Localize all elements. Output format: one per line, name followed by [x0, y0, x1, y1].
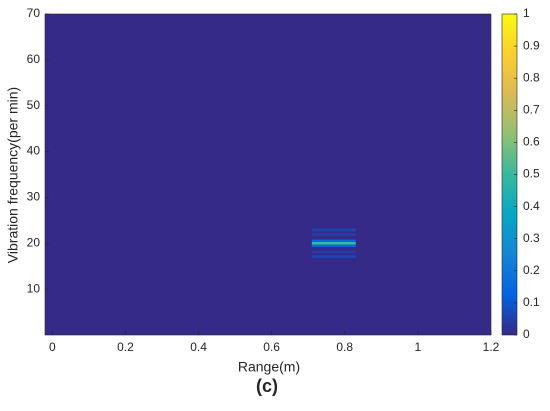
heatmap-cell	[311, 244, 356, 247]
y-tick-label: 70	[27, 6, 41, 20]
heatmap-cell	[311, 228, 356, 232]
colorbar-tick-label: 0.3	[523, 231, 540, 245]
y-axis-label: Vibration frequency(per min)	[5, 87, 21, 263]
heatmap-cell	[311, 239, 356, 242]
colorbar-tick-label: 0.1	[523, 295, 540, 309]
colorbar-tick-label: 0.2	[523, 263, 540, 277]
plot-frame	[44, 13, 492, 336]
colorbar-tick-label: 0.5	[523, 167, 540, 181]
y-tick-label: 60	[27, 52, 41, 66]
colorbar-tick-label: 0.7	[523, 102, 540, 116]
colorbar-tick-label: 0.4	[523, 199, 540, 213]
y-tick-label: 20	[27, 235, 41, 249]
x-tick-label: 0.6	[263, 340, 280, 354]
heatmap-cell	[311, 233, 356, 236]
colorbar-tick-label: 0	[523, 327, 530, 341]
heatmap-cell	[311, 255, 356, 258]
heatmap-background	[45, 14, 491, 335]
y-tick-label: 50	[27, 98, 41, 112]
x-tick-label: 0.4	[190, 340, 207, 354]
chart-title: (c)	[256, 376, 278, 396]
y-tick-label: 10	[27, 281, 41, 295]
x-axis-label: Range(m)	[238, 359, 300, 375]
x-tick-label: 0.8	[336, 340, 353, 354]
x-tick-label: 0	[49, 340, 56, 354]
x-tick-label: 1.2	[483, 340, 500, 354]
colorbar-tick-label: 0.9	[523, 38, 540, 52]
x-tick-label: 0.2	[117, 340, 134, 354]
colorbar-tick-label: 1	[523, 6, 530, 20]
y-tick-label: 40	[27, 144, 41, 158]
x-tick-label: 1	[415, 340, 422, 354]
heatmap-cell	[311, 241, 356, 245]
colorbar-tick-label: 0.8	[523, 70, 540, 84]
colorbar-tick-label: 0.6	[523, 135, 540, 149]
y-tick-label: 30	[27, 190, 41, 204]
heatmap-cell	[311, 250, 356, 254]
